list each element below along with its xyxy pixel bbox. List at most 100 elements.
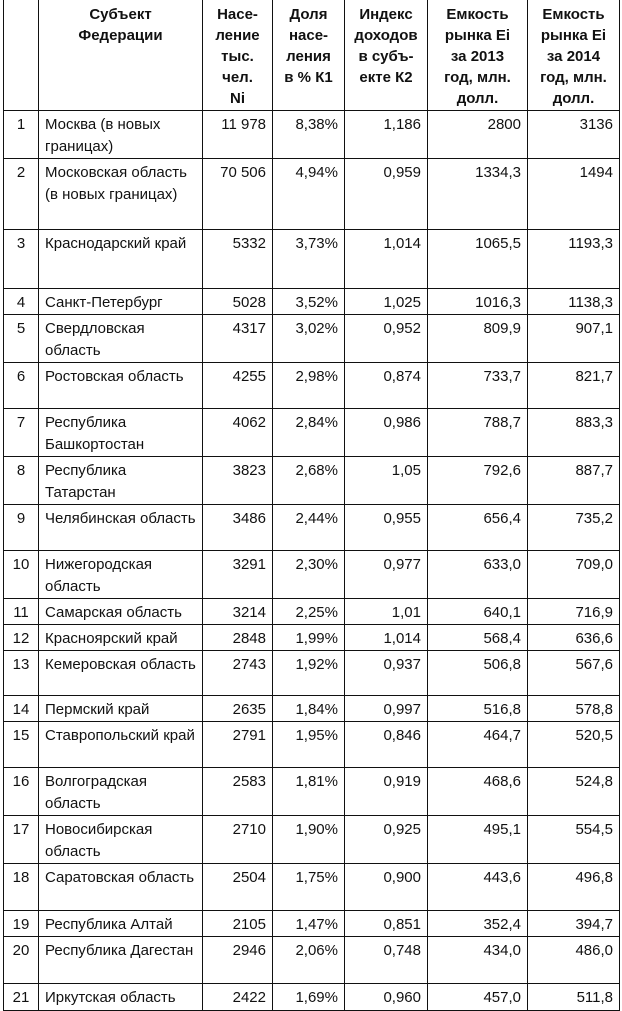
cell-population-share: 2,06% xyxy=(272,935,345,984)
cell-income-index: 0,960 xyxy=(344,982,428,1011)
cell-subject-name: Самарская область xyxy=(38,597,203,625)
cell-population: 2743 xyxy=(202,649,273,696)
cell-market-2014: 887,7 xyxy=(527,455,620,505)
table-row: 6 Ростовская область 4255 2,98% 0,874 733,7 82… xyxy=(3,361,620,409)
cell-population-share: 1,75% xyxy=(272,862,345,911)
header-line: Федерации xyxy=(78,27,163,44)
cell-market-2014: 883,3 xyxy=(527,407,620,457)
header-line: Ni xyxy=(230,90,245,107)
cell-row-number: 11 xyxy=(3,597,39,625)
cell-population: 2422 xyxy=(202,982,273,1011)
header-line: за 2014 xyxy=(546,48,601,65)
cell-market-2014: 524,8 xyxy=(527,766,620,816)
cell-market-2013: 468,6 xyxy=(427,766,528,816)
cell-population-share: 2,25% xyxy=(272,597,345,625)
cell-market-2014: 821,7 xyxy=(527,361,620,409)
header-line: чел. xyxy=(222,69,253,86)
cell-population: 11 978 xyxy=(202,109,273,159)
cell-population-share: 8,38% xyxy=(272,109,345,159)
cell-row-number: 7 xyxy=(3,407,39,457)
cell-market-2014: 394,7 xyxy=(527,909,620,937)
cell-subject-name: Волгоградская область xyxy=(38,766,203,816)
cell-population-share: 1,47% xyxy=(272,909,345,937)
header-line: Доля xyxy=(289,6,328,23)
cell-subject-name: Ростовская область xyxy=(38,361,203,409)
cell-market-2014: 578,8 xyxy=(527,694,620,722)
header-line: ления xyxy=(286,48,331,65)
header-line: Насе- xyxy=(217,6,258,23)
cell-income-index: 0,955 xyxy=(344,503,428,551)
cell-income-index: 0,846 xyxy=(344,720,428,768)
cell-market-2013: 633,0 xyxy=(427,549,528,599)
cell-subject-name: Республика Алтай xyxy=(38,909,203,937)
cell-subject-name: Республика Татарстан xyxy=(38,455,203,505)
table-row: 13 Кемеровская область 2743 1,92% 0,937 506,8… xyxy=(3,649,620,696)
cell-income-index: 1,01 xyxy=(344,597,428,625)
cell-market-2014: 3136 xyxy=(527,109,620,159)
header-line: тыс. xyxy=(221,48,254,65)
header-row: Субъект Федерации Насе-ление тыс. чел. Ni Доля… xyxy=(3,0,620,111)
cell-population-share: 1,90% xyxy=(272,814,345,864)
cell-market-2013: 788,7 xyxy=(427,407,528,457)
cell-subject-name: Пермский край xyxy=(38,694,203,722)
cell-population-share: 2,44% xyxy=(272,503,345,551)
cell-subject-name: Республика Башкортостан xyxy=(38,407,203,457)
header-col-population-share: Доля насе-ления в % К1 xyxy=(272,0,345,111)
cell-market-2013: 464,7 xyxy=(427,720,528,768)
cell-income-index: 0,986 xyxy=(344,407,428,457)
cell-subject-name: Свердловская область xyxy=(38,313,203,363)
table-row: 10 Нижегородская область 3291 2,30% 0,977 633… xyxy=(3,549,620,599)
cell-population-share: 2,30% xyxy=(272,549,345,599)
cell-market-2014: 735,2 xyxy=(527,503,620,551)
header-line: Емкость xyxy=(446,6,509,23)
table-row: 21 Иркутская область 2422 1,69% 0,960 457,0 51… xyxy=(3,982,620,1011)
cell-population: 2105 xyxy=(202,909,273,937)
table-row: 8 Республика Татарстан 3823 2,68% 1,05 792,6 8… xyxy=(3,455,620,505)
header-col-number xyxy=(3,0,39,111)
cell-population: 2791 xyxy=(202,720,273,768)
cell-population: 70 506 xyxy=(202,157,273,230)
cell-row-number: 12 xyxy=(3,623,39,651)
cell-market-2013: 1016,3 xyxy=(427,287,528,315)
cell-row-number: 20 xyxy=(3,935,39,984)
cell-market-2014: 567,6 xyxy=(527,649,620,696)
cell-row-number: 3 xyxy=(3,228,39,289)
cell-market-2013: 640,1 xyxy=(427,597,528,625)
cell-income-index: 0,952 xyxy=(344,313,428,363)
header-line: екте К2 xyxy=(359,69,413,86)
header-line: рынка Ei xyxy=(540,27,607,44)
cell-subject-name: Саратовская область xyxy=(38,862,203,911)
header-line: в % К1 xyxy=(284,69,333,86)
cell-population: 2583 xyxy=(202,766,273,816)
cell-row-number: 9 xyxy=(3,503,39,551)
cell-subject-name: Ставропольский край xyxy=(38,720,203,768)
header-col-market-2014: Емкость рынка Ei за 2014 год, млн. долл. xyxy=(527,0,620,111)
cell-population: 2710 xyxy=(202,814,273,864)
cell-row-number: 6 xyxy=(3,361,39,409)
cell-subject-name: Санкт-Петербург xyxy=(38,287,203,315)
table-row: 12 Красноярский край 2848 1,99% 1,014 568,4 63… xyxy=(3,623,620,651)
cell-subject-name: Красноярский край xyxy=(38,623,203,651)
cell-market-2014: 496,8 xyxy=(527,862,620,911)
cell-population: 2635 xyxy=(202,694,273,722)
table-row: 11 Самарская область 3214 2,25% 1,01 640,1 716… xyxy=(3,597,620,625)
cell-market-2013: 352,4 xyxy=(427,909,528,937)
table-row: 17 Новосибирская область 2710 1,90% 0,925 495… xyxy=(3,814,620,864)
cell-population-share: 3,02% xyxy=(272,313,345,363)
cell-row-number: 13 xyxy=(3,649,39,696)
cell-income-index: 1,014 xyxy=(344,623,428,651)
cell-market-2014: 709,0 xyxy=(527,549,620,599)
cell-row-number: 1 xyxy=(3,109,39,159)
cell-income-index: 0,925 xyxy=(344,814,428,864)
cell-market-2013: 809,9 xyxy=(427,313,528,363)
cell-market-2013: 2800 xyxy=(427,109,528,159)
header-line: Индекс xyxy=(359,6,413,23)
cell-market-2013: 1065,5 xyxy=(427,228,528,289)
cell-income-index: 0,997 xyxy=(344,694,428,722)
cell-income-index: 1,014 xyxy=(344,228,428,289)
cell-income-index: 1,186 xyxy=(344,109,428,159)
cell-income-index: 0,900 xyxy=(344,862,428,911)
cell-subject-name: Челябинская область xyxy=(38,503,203,551)
header-col-market-2013: Емкость рынка Ei за 2013 год, млн. долл. xyxy=(427,0,528,111)
cell-row-number: 19 xyxy=(3,909,39,937)
